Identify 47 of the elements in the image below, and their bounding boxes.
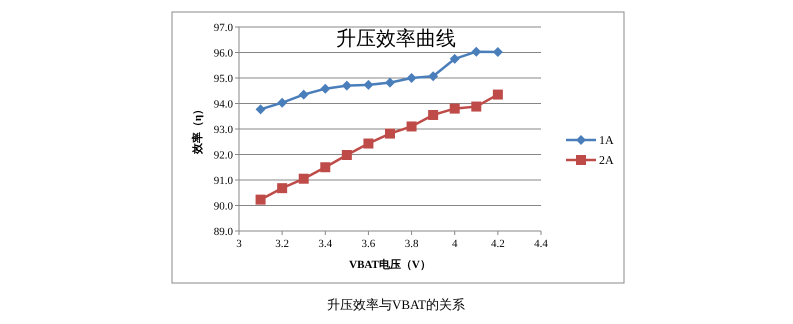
- point: [256, 194, 266, 205]
- point: [320, 84, 330, 94]
- point: [492, 90, 503, 100]
- point: [450, 104, 460, 114]
- y-tick-label: 92.0: [214, 150, 234, 162]
- y-tick-label: 95.0: [214, 73, 234, 85]
- x-axis-title: VBAT电压（V）: [349, 258, 431, 271]
- point: [471, 46, 482, 57]
- point: [406, 73, 417, 83]
- point: [363, 138, 374, 149]
- point: [428, 110, 438, 120]
- x-tick-label: 3: [236, 238, 242, 250]
- point: [342, 150, 352, 160]
- point: [385, 128, 395, 139]
- point: [363, 80, 374, 90]
- point: [450, 54, 460, 64]
- point: [320, 162, 330, 172]
- x-tick-label: 3.6: [362, 238, 376, 250]
- point: [298, 174, 309, 184]
- x-tick-label: 3.8: [404, 238, 419, 250]
- point: [385, 78, 395, 88]
- x-tick-label: 4.2: [490, 238, 505, 250]
- y-tick-label: 91.0: [214, 175, 234, 187]
- text: 升压效率与VBAT的关系: [327, 297, 465, 312]
- legend-label: 2A: [599, 153, 614, 167]
- y-tick-label: 90.0: [214, 200, 234, 212]
- legend-label: 1A: [599, 133, 614, 147]
- x-tick-label: 3.2: [275, 238, 290, 250]
- point: [428, 71, 438, 82]
- x-tick-label: 4: [452, 238, 458, 250]
- point: [277, 183, 288, 194]
- y-tick-label: 96.0: [214, 48, 234, 60]
- y-tick-label: 94.0: [214, 98, 234, 110]
- point: [342, 80, 352, 91]
- x-tick-label: 4.4: [534, 238, 548, 250]
- point: [471, 102, 482, 112]
- y-tick-label: 89.0: [214, 226, 234, 238]
- point: [492, 46, 503, 57]
- point: [406, 121, 417, 132]
- point: [277, 98, 288, 108]
- y-axis-title: 效率（η）: [191, 104, 204, 156]
- y-tick-label: 97.0: [214, 22, 234, 34]
- point: [298, 90, 309, 100]
- point: [256, 104, 266, 114]
- x-tick-label: 3.4: [318, 238, 333, 250]
- chart-title: 升压效率曲线: [336, 28, 456, 50]
- y-tick-label: 93.0: [214, 124, 234, 136]
